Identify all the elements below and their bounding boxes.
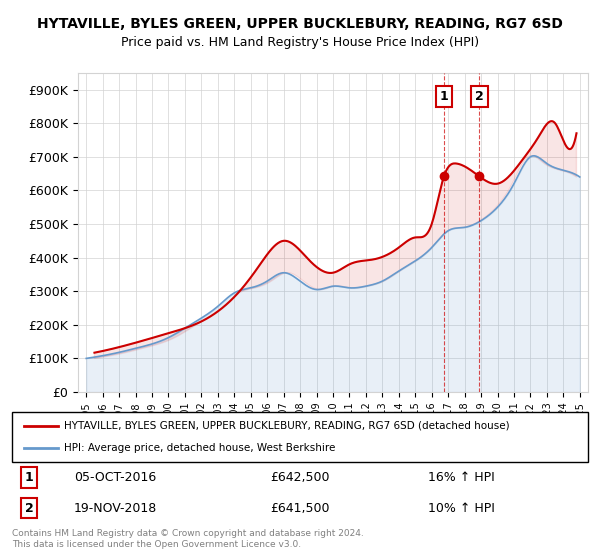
Text: HYTAVILLE, BYLES GREEN, UPPER BUCKLEBURY, READING, RG7 6SD: HYTAVILLE, BYLES GREEN, UPPER BUCKLEBURY… — [37, 17, 563, 31]
Text: Price paid vs. HM Land Registry's House Price Index (HPI): Price paid vs. HM Land Registry's House … — [121, 36, 479, 49]
Text: 05-OCT-2016: 05-OCT-2016 — [74, 471, 157, 484]
Text: £642,500: £642,500 — [270, 471, 330, 484]
Text: 10% ↑ HPI: 10% ↑ HPI — [428, 502, 495, 515]
FancyBboxPatch shape — [12, 412, 588, 462]
Text: 2: 2 — [475, 90, 484, 103]
Text: 16% ↑ HPI: 16% ↑ HPI — [428, 471, 494, 484]
Text: 2: 2 — [25, 502, 34, 515]
Text: £641,500: £641,500 — [270, 502, 330, 515]
Text: Contains HM Land Registry data © Crown copyright and database right 2024.
This d: Contains HM Land Registry data © Crown c… — [12, 529, 364, 549]
Text: 1: 1 — [440, 90, 448, 103]
Text: HPI: Average price, detached house, West Berkshire: HPI: Average price, detached house, West… — [64, 443, 335, 453]
Text: HYTAVILLE, BYLES GREEN, UPPER BUCKLEBURY, READING, RG7 6SD (detached house): HYTAVILLE, BYLES GREEN, UPPER BUCKLEBURY… — [64, 421, 509, 431]
Text: 1: 1 — [25, 471, 34, 484]
Text: 19-NOV-2018: 19-NOV-2018 — [74, 502, 157, 515]
